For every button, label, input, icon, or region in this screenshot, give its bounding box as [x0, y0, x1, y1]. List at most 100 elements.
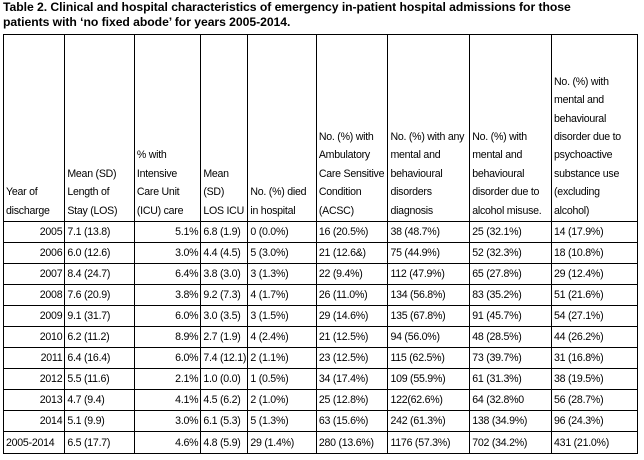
- header-acsc: No. (%) with Ambulatory Care Sensitive C…: [315, 34, 389, 222]
- cell-mean-los: 6.4 (16.4): [64, 347, 135, 369]
- cell-mental-any: 135 (67.8%): [387, 305, 471, 327]
- cell-mean-los: 5.5 (11.6): [64, 368, 135, 390]
- cell-mean-los-icu: 4.5 (6.2): [200, 389, 249, 411]
- cell-icu-percent: 3.0%: [133, 242, 202, 264]
- cell-mental-substance: 14 (17.9%): [551, 221, 638, 243]
- cell-acsc: 34 (17.4%): [315, 368, 389, 390]
- cell-year: 2005-2014: [2, 431, 66, 454]
- cell-mean-los-icu: 3.0 (3.5): [200, 305, 249, 327]
- cell-mean-los: 7.6 (20.9): [64, 284, 135, 306]
- header-mean-los: Mean (SD) Length of Stay (LOS): [64, 34, 135, 222]
- cell-mental-any: 122(62.6%): [387, 389, 471, 411]
- header-year: Year of discharge: [2, 34, 66, 222]
- cell-mental-substance: 18 (10.8%): [551, 242, 638, 264]
- table-row: 2009 9.1 (31.7) 6.0% 3.0 (3.5) 3 (1.5%) 29 (1…: [2, 305, 638, 327]
- header-mental-alcohol: No. (%) with mental and behavioural diso…: [469, 34, 553, 222]
- cell-icu-percent: 3.8%: [133, 284, 202, 306]
- cell-mean-los: 6.2 (11.2): [64, 326, 135, 348]
- caption-line-1: Table 2. Clinical and hospital character…: [3, 0, 571, 14]
- cell-mental-substance: 51 (21.6%): [551, 284, 638, 306]
- cell-mean-los: 9.1 (31.7): [64, 305, 135, 327]
- cell-mental-any: 134 (56.8%): [387, 284, 471, 306]
- table-row: 2006 6.0 (12.6) 3.0% 4.4 (4.5) 5 (3.0%) 21 (1…: [2, 242, 638, 264]
- cell-mental-substance: 431 (21.0%): [551, 431, 638, 454]
- cell-mean-los: 7.1 (13.8): [64, 221, 135, 243]
- cell-icu-percent: 4.1%: [133, 389, 202, 411]
- cell-icu-percent: 6.0%: [133, 347, 202, 369]
- cell-acsc: 22 (9.4%): [315, 263, 389, 285]
- cell-mental-alcohol: 91 (45.7%): [469, 305, 553, 327]
- cell-acsc: 21 (12.6&): [315, 242, 389, 264]
- cell-mean-los-icu: 6.1 (5.3): [200, 410, 249, 432]
- cell-mental-any: 115 (62.5%): [387, 347, 471, 369]
- cell-year: 2008: [2, 284, 66, 306]
- cell-year: 2010: [2, 326, 66, 348]
- cell-mean-los-icu: 1.0 (0.0): [200, 368, 249, 390]
- cell-mental-any: 242 (61.3%): [387, 410, 471, 432]
- cell-acsc: 21 (12.5%): [315, 326, 389, 348]
- cell-mental-alcohol: 64 (32.8%0: [469, 389, 553, 411]
- cell-mean-los-icu: 2.7 (1.9): [200, 326, 249, 348]
- header-mean-los-icu: Mean (SD) LOS ICU: [200, 34, 249, 222]
- table-row: 2005 7.1 (13.8) 5.1% 6.8 (1.9) 0 (0.0%) 16 (2…: [2, 221, 638, 243]
- cell-mental-any: 38 (48.7%): [387, 221, 471, 243]
- cell-died: 2 (1.0%): [247, 389, 317, 411]
- cell-mental-alcohol: 65 (27.8%): [469, 263, 553, 285]
- cell-mean-los: 5.1 (9.9): [64, 410, 135, 432]
- cell-died: 0 (0.0%): [247, 221, 317, 243]
- cell-mental-alcohol: 702 (34.2%): [469, 431, 553, 454]
- cell-icu-percent: 3.0%: [133, 410, 202, 432]
- table-row: 2007 8.4 (24.7) 6.4% 3.8 (3.0) 3 (1.3%) 22 (9…: [2, 263, 638, 285]
- cell-mental-any: 1176 (57.3%): [387, 431, 471, 454]
- cell-mental-alcohol: 52 (32.3%): [469, 242, 553, 264]
- header-mental-substance: No. (%) with mental and behavioural diso…: [551, 34, 638, 222]
- cell-mean-los: 6.5 (17.7): [64, 431, 135, 454]
- cell-mental-any: 94 (56.0%): [387, 326, 471, 348]
- cell-acsc: 16 (20.5%): [315, 221, 389, 243]
- cell-mean-los-icu: 6.8 (1.9): [200, 221, 249, 243]
- cell-died: 29 (1.4%): [247, 431, 317, 454]
- admissions-table: Year of discharge Mean (SD) Length of St…: [2, 34, 638, 454]
- cell-year: 2011: [2, 347, 66, 369]
- cell-mental-alcohol: 138 (34.9%): [469, 410, 553, 432]
- table-row: 2013 4.7 (9.4) 4.1% 4.5 (6.2) 2 (1.0%) 25 (12…: [2, 389, 638, 411]
- cell-year: 2013: [2, 389, 66, 411]
- cell-year: 2005: [2, 221, 66, 243]
- table-row: 2012 5.5 (11.6) 2.1% 1.0 (0.0) 1 (0.5%) 34 (1…: [2, 368, 638, 390]
- cell-icu-percent: 8.9%: [133, 326, 202, 348]
- cell-mental-substance: 38 (19.5%): [551, 368, 638, 390]
- cell-acsc: 280 (13.6%): [315, 431, 389, 454]
- cell-died: 3 (1.3%): [247, 263, 317, 285]
- table-caption: Table 2. Clinical and hospital character…: [3, 0, 639, 30]
- cell-mean-los-icu: 9.2 (7.3): [200, 284, 249, 306]
- table-row: 2011 6.4 (16.4) 6.0% 7.4 (12.1) 2 (1.1%) 23 (…: [2, 347, 638, 369]
- cell-mental-alcohol: 25 (32.1%): [469, 221, 553, 243]
- cell-icu-percent: 5.1%: [133, 221, 202, 243]
- cell-acsc: 63 (15.6%): [315, 410, 389, 432]
- cell-died: 2 (1.1%): [247, 347, 317, 369]
- header-icu-percent: % with Intensive Care Unit (ICU) care: [133, 34, 202, 222]
- cell-acsc: 23 (12.5%): [315, 347, 389, 369]
- cell-died: 4 (2.4%): [247, 326, 317, 348]
- table-row: 2008 7.6 (20.9) 3.8% 9.2 (7.3) 4 (1.7%) 26 (1…: [2, 284, 638, 306]
- cell-died: 3 (1.5%): [247, 305, 317, 327]
- cell-died: 1 (0.5%): [247, 368, 317, 390]
- cell-acsc: 26 (11.0%): [315, 284, 389, 306]
- cell-mental-alcohol: 73 (39.7%): [469, 347, 553, 369]
- cell-mental-substance: 56 (28.7%): [551, 389, 638, 411]
- cell-mental-substance: 31 (16.8%): [551, 347, 638, 369]
- cell-mental-substance: 54 (27.1%): [551, 305, 638, 327]
- cell-died: 4 (1.7%): [247, 284, 317, 306]
- cell-mental-substance: 29 (12.4%): [551, 263, 638, 285]
- cell-mean-los-icu: 4.8 (5.9): [200, 431, 249, 454]
- cell-icu-percent: 6.0%: [133, 305, 202, 327]
- cell-died: 5 (1.3%): [247, 410, 317, 432]
- cell-mental-alcohol: 61 (31.3%): [469, 368, 553, 390]
- cell-mean-los: 8.4 (24.7): [64, 263, 135, 285]
- table-body: 2005 7.1 (13.8) 5.1% 6.8 (1.9) 0 (0.0%) 16 (2…: [2, 221, 638, 454]
- cell-mental-any: 75 (44.9%): [387, 242, 471, 264]
- cell-died: 5 (3.0%): [247, 242, 317, 264]
- cell-mean-los-icu: 4.4 (4.5): [200, 242, 249, 264]
- table-row: 2010 6.2 (11.2) 8.9% 2.7 (1.9) 4 (2.4%) 21 (1…: [2, 326, 638, 348]
- caption-line-2: patients with ‘no fixed abode’ for years…: [3, 15, 291, 29]
